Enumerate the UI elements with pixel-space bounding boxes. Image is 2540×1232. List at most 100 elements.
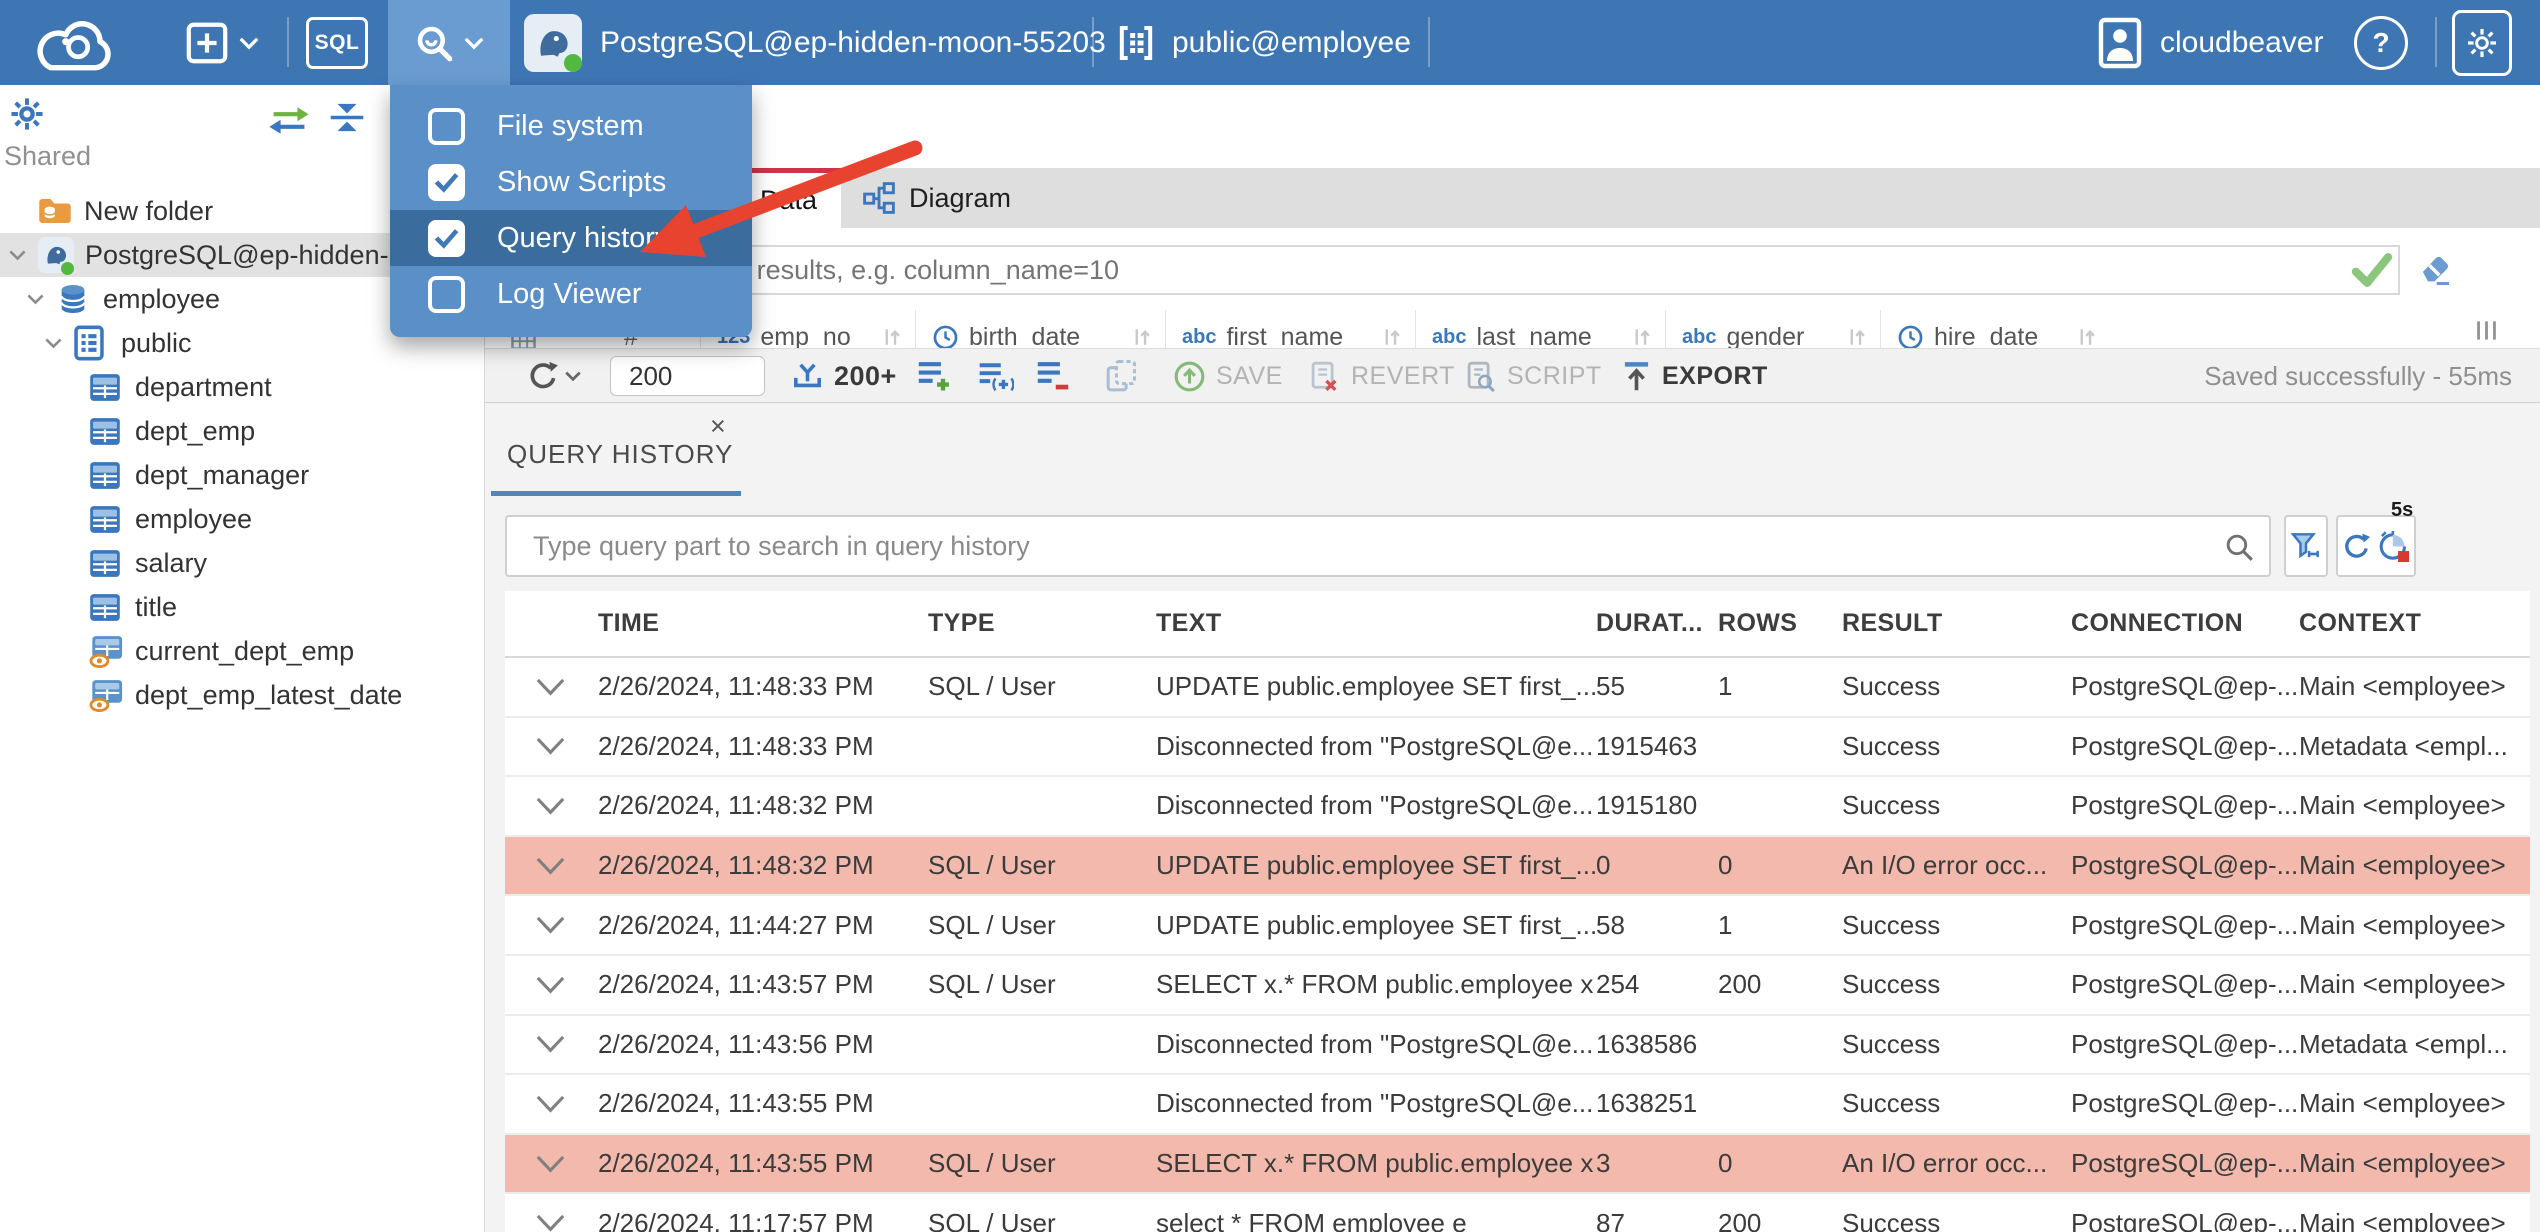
col-time[interactable]: TIME bbox=[598, 609, 660, 637]
cell-time: 2/26/2024, 11:48:33 PM bbox=[598, 730, 874, 761]
row-expand-chevron-icon[interactable] bbox=[505, 856, 598, 876]
cell-time: 2/26/2024, 11:43:57 PM bbox=[598, 969, 874, 1000]
tree-item-public[interactable]: public bbox=[0, 321, 485, 365]
checkbox-checked-icon bbox=[428, 163, 465, 201]
chevron-down-icon[interactable] bbox=[26, 293, 56, 305]
grid-column-gender[interactable]: abc gender bbox=[1665, 310, 1880, 348]
menu-item-file-system[interactable]: File system bbox=[390, 98, 752, 154]
cell-rows: 200 bbox=[1718, 1207, 1762, 1232]
query-history-row[interactable]: 2/26/2024, 11:48:33 PM SQL / User UPDATE p… bbox=[505, 658, 2530, 716]
sort-icon[interactable] bbox=[1382, 325, 1401, 348]
clear-filter-button[interactable] bbox=[2417, 250, 2455, 285]
new-connection-button[interactable] bbox=[184, 0, 260, 85]
query-history-row[interactable]: 2/26/2024, 11:44:27 PM SQL / User UPDATE p… bbox=[505, 894, 2530, 954]
col-text[interactable]: TEXT bbox=[1156, 609, 1222, 637]
delete-row-button[interactable] bbox=[1035, 349, 1071, 403]
query-history-row[interactable]: 2/26/2024, 11:43:55 PM Disconnected from … bbox=[505, 1073, 2530, 1133]
revert-button[interactable]: REVERT bbox=[1308, 349, 1455, 403]
script-button[interactable]: SCRIPT bbox=[1464, 349, 1602, 403]
collapse-all-button[interactable] bbox=[328, 101, 366, 134]
tree-item-dept-emp[interactable]: dept_emp bbox=[0, 409, 485, 453]
col-rows[interactable]: ROWS bbox=[1718, 609, 1798, 637]
connection-selector[interactable]: PostgreSQL@ep-hidden-moon-55203 bbox=[524, 0, 1106, 85]
navigator-settings-button[interactable] bbox=[10, 97, 44, 131]
query-history-row[interactable]: 2/26/2024, 11:17:57 PM SQL / User select *… bbox=[505, 1192, 2530, 1232]
sort-icon[interactable] bbox=[1847, 325, 1866, 348]
query-history-row[interactable]: 2/26/2024, 11:48:32 PM Disconnected from … bbox=[505, 775, 2530, 835]
row-expand-chevron-icon[interactable] bbox=[505, 1154, 598, 1174]
grid-column-birth-date[interactable]: birth_date bbox=[915, 310, 1165, 348]
export-button[interactable]: EXPORT bbox=[1621, 349, 1768, 403]
cell-result: An I/O error occ... bbox=[1842, 1148, 2048, 1179]
tree-item-salary[interactable]: salary bbox=[0, 541, 485, 585]
user-menu[interactable]: cloudbeaver bbox=[2098, 0, 2323, 85]
grid-column-hire-date[interactable]: hire_date bbox=[1880, 310, 2110, 348]
fetch-size-input[interactable] bbox=[610, 356, 765, 396]
row-expand-chevron-icon[interactable] bbox=[505, 1213, 598, 1232]
col-result[interactable]: RESULT bbox=[1842, 609, 1943, 637]
sync-connection-button[interactable] bbox=[268, 105, 310, 136]
add-copy-row-button[interactable] bbox=[977, 349, 1014, 403]
settings-button[interactable] bbox=[2452, 0, 2512, 85]
grid-column-last-name[interactable]: abc last_name bbox=[1415, 310, 1665, 348]
add-row-button[interactable] bbox=[916, 349, 952, 403]
tree-item-dept-emp-latest-date[interactable]: dept_emp_latest_date bbox=[0, 673, 485, 717]
query-history-row[interactable]: 2/26/2024, 11:48:33 PM Disconnected from … bbox=[505, 715, 2530, 776]
query-history-filter-button[interactable] bbox=[2284, 515, 2328, 577]
tree-item-title[interactable]: title bbox=[0, 585, 485, 629]
cell-context: Main <employee> bbox=[2299, 790, 2506, 821]
row-expand-chevron-icon[interactable] bbox=[505, 975, 598, 995]
diagram-icon bbox=[862, 181, 896, 215]
col-type[interactable]: TYPE bbox=[928, 609, 995, 637]
row-expand-chevron-icon[interactable] bbox=[505, 1034, 598, 1054]
query-history-refresh-group[interactable] bbox=[2336, 515, 2416, 577]
tree-item-department[interactable]: department bbox=[0, 365, 485, 409]
help-button[interactable]: ? bbox=[2354, 0, 2408, 85]
tree-item-employee[interactable]: employee bbox=[0, 277, 485, 321]
menu-item-log-viewer[interactable]: Log Viewer bbox=[390, 266, 752, 322]
col-duration[interactable]: DURAT... bbox=[1596, 609, 1703, 637]
tree-item-employee[interactable]: employee bbox=[0, 497, 485, 541]
row-expand-chevron-icon[interactable] bbox=[505, 1094, 598, 1114]
apply-filter-button[interactable] bbox=[2346, 245, 2400, 295]
tree-item-current-dept-emp[interactable]: current_dept_emp bbox=[0, 629, 485, 673]
query-history-search-input[interactable] bbox=[507, 517, 2269, 575]
columns-icon[interactable] bbox=[2475, 318, 2498, 343]
col-connection[interactable]: CONNECTION bbox=[2071, 609, 2244, 637]
grid-column-first-name[interactable]: abc first_name bbox=[1165, 310, 1415, 348]
row-expand-chevron-icon[interactable] bbox=[505, 915, 598, 935]
result-filter-input[interactable] bbox=[500, 245, 2348, 295]
col-context[interactable]: CONTEXT bbox=[2299, 609, 2422, 637]
save-button[interactable]: SAVE bbox=[1173, 349, 1283, 403]
query-history-row[interactable]: 2/26/2024, 11:48:32 PM SQL / User UPDATE p… bbox=[505, 834, 2530, 895]
schema-selector[interactable]: public@employee bbox=[1116, 0, 1411, 85]
sql-editor-button[interactable]: SQL bbox=[306, 0, 368, 85]
row-expand-chevron-icon[interactable] bbox=[505, 736, 598, 756]
cloudbeaver-logo[interactable] bbox=[26, 0, 122, 85]
tree-item-dept-manager[interactable]: dept_manager bbox=[0, 453, 485, 497]
sort-icon[interactable] bbox=[882, 325, 901, 348]
tools-menu-button[interactable] bbox=[388, 0, 510, 85]
chevron-down-icon bbox=[564, 370, 582, 382]
sort-icon[interactable] bbox=[2077, 325, 2096, 348]
close-icon[interactable]: × bbox=[710, 411, 726, 441]
tab-diagram[interactable]: Diagram bbox=[841, 168, 2540, 228]
chevron-down-icon[interactable] bbox=[44, 337, 74, 349]
tree-item-new-folder[interactable]: New folder bbox=[0, 189, 485, 233]
query-history-row[interactable]: 2/26/2024, 11:43:56 PM Disconnected from … bbox=[505, 1013, 2530, 1074]
menu-item-show-scripts[interactable]: Show Scripts bbox=[390, 154, 752, 210]
menu-item-query-history[interactable]: Query history bbox=[390, 210, 752, 266]
row-expand-chevron-icon[interactable] bbox=[505, 796, 598, 816]
duplicate-row-button[interactable] bbox=[1104, 349, 1140, 403]
row-expand-chevron-icon[interactable] bbox=[505, 677, 598, 697]
sort-icon[interactable] bbox=[1632, 325, 1651, 348]
query-history-row[interactable]: 2/26/2024, 11:43:57 PM SQL / User SELECT x… bbox=[505, 953, 2530, 1014]
refresh-button[interactable] bbox=[526, 349, 582, 403]
query-history-row[interactable]: 2/26/2024, 11:43:55 PM SQL / User SELECT x… bbox=[505, 1132, 2530, 1193]
fetch-more-button[interactable]: 200+ bbox=[791, 349, 897, 403]
timer-icon bbox=[2376, 529, 2411, 564]
tab-query-history[interactable]: QUERY HISTORY bbox=[491, 417, 741, 491]
sort-icon[interactable] bbox=[1132, 325, 1151, 348]
filter-apply-check-icon bbox=[2351, 252, 2393, 288]
chevron-down-icon[interactable] bbox=[8, 249, 38, 261]
